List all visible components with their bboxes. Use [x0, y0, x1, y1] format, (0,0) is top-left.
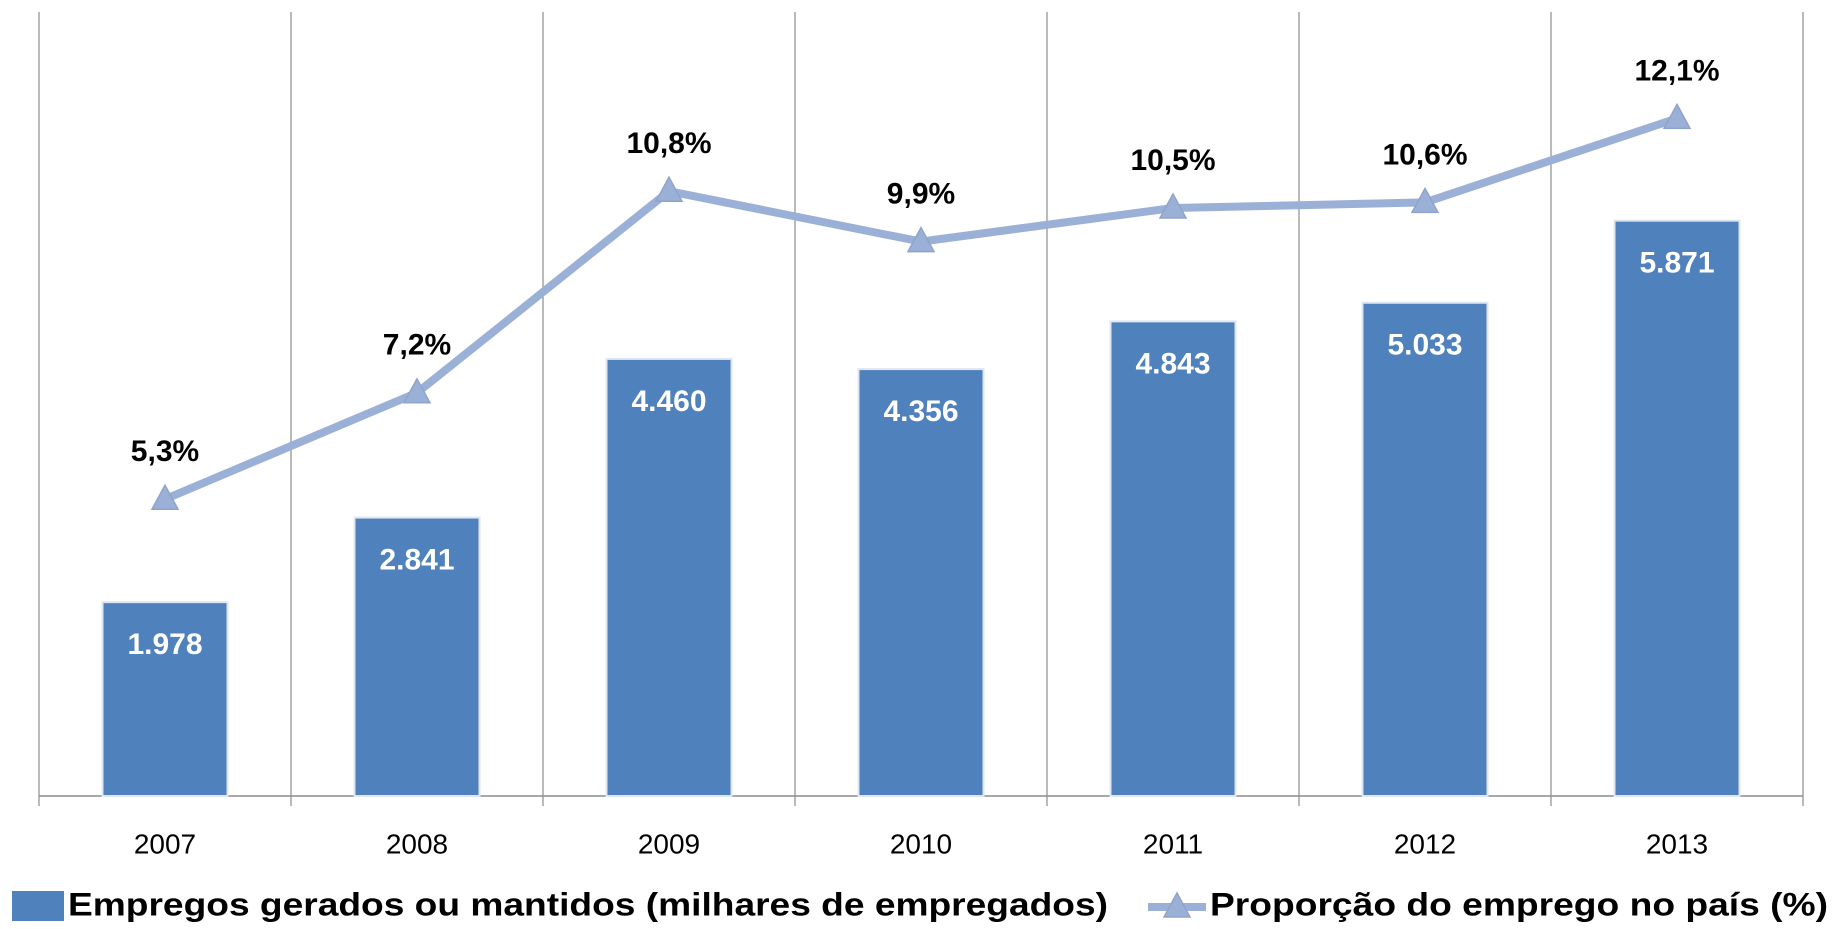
bar-value-label: 4.356 — [883, 395, 958, 428]
legend-swatch — [12, 891, 64, 921]
x-tick-label: 2012 — [1394, 828, 1456, 859]
line-value-label: 9,9% — [887, 178, 955, 211]
line-marker — [654, 175, 684, 202]
line-value-label: 12,1% — [1634, 54, 1719, 87]
x-tick-label: 2008 — [386, 828, 448, 859]
bar — [101, 601, 229, 797]
bar — [353, 516, 481, 797]
line-marker — [1410, 186, 1440, 214]
bar-value-label: 1.978 — [127, 628, 202, 661]
line-marker — [402, 377, 432, 404]
line-value-label: 10,6% — [1382, 138, 1467, 171]
bar-value-label: 5.033 — [1387, 329, 1462, 362]
line-value-label: 10,5% — [1130, 144, 1215, 177]
bar-value-label: 4.843 — [1135, 347, 1210, 380]
bar-value-label: 4.460 — [631, 385, 706, 418]
bar — [1109, 320, 1237, 797]
legend-marker — [1162, 891, 1192, 918]
line-marker — [150, 483, 180, 510]
x-tick-label: 2013 — [1646, 828, 1708, 859]
x-tick-label: 2011 — [1143, 828, 1203, 859]
legend-label: Proporção do emprego no país (%) — [1210, 886, 1828, 922]
x-tick-label: 2007 — [134, 828, 196, 859]
line-marker — [1158, 192, 1188, 219]
bar — [857, 368, 985, 797]
bar-value-label: 5.871 — [1639, 247, 1714, 280]
bar — [1361, 301, 1489, 797]
line-value-label: 10,8% — [626, 127, 711, 160]
bar — [605, 357, 733, 797]
bar-value-label: 2.841 — [379, 544, 454, 577]
x-tick-label: 2010 — [890, 828, 952, 859]
bar — [1613, 219, 1741, 797]
line-value-label: 7,2% — [383, 329, 451, 362]
legend-label: Empregos gerados ou mantidos (milhares d… — [68, 886, 1108, 922]
x-tick-label: 2009 — [638, 828, 700, 859]
line-marker — [906, 226, 936, 253]
line-marker — [1662, 102, 1692, 130]
line-value-label: 5,3% — [131, 435, 199, 468]
